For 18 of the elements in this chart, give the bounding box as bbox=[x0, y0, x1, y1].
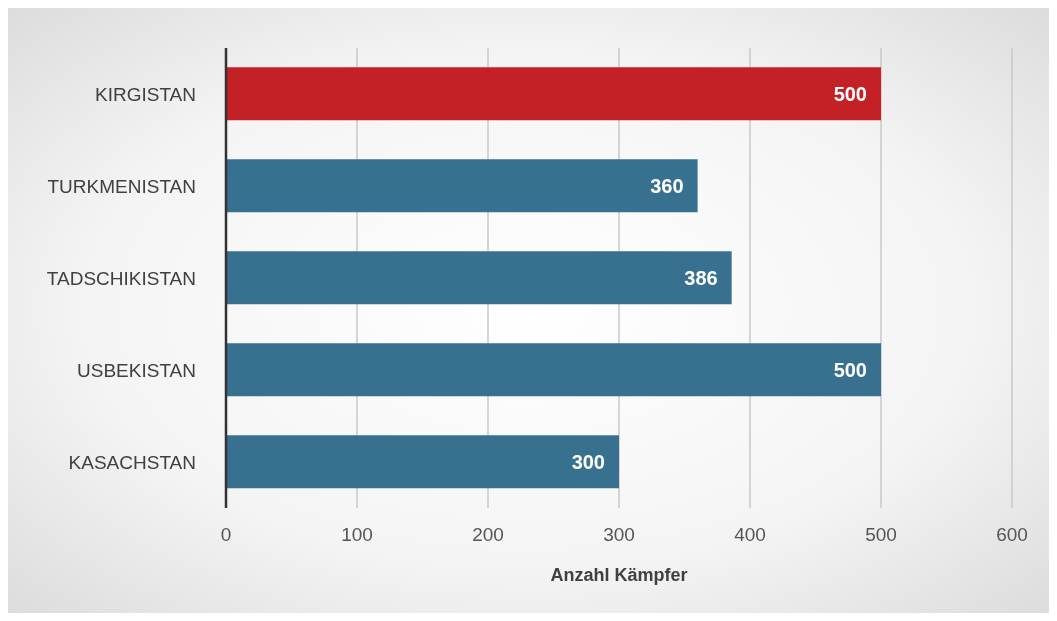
y-tick-label: KIRGISTAN bbox=[95, 83, 196, 105]
data-label: 500 bbox=[833, 82, 867, 105]
data-label: 300 bbox=[571, 450, 605, 473]
x-tick-label: 500 bbox=[865, 524, 897, 546]
x-tick-label: 200 bbox=[472, 524, 504, 546]
y-tick-label: USBEKISTAN bbox=[77, 359, 196, 381]
x-tick-label: 300 bbox=[603, 524, 635, 546]
x-tick-label: 600 bbox=[996, 524, 1028, 546]
data-label: 360 bbox=[650, 174, 684, 197]
x-tick-label: 100 bbox=[341, 524, 373, 546]
y-tick-label: KASACHSTAN bbox=[68, 451, 196, 473]
x-tick-label: 0 bbox=[220, 524, 232, 546]
x-tick-label: 400 bbox=[734, 524, 766, 546]
data-label: 500 bbox=[833, 358, 867, 381]
x-axis-title: Anzahl Kämpfer bbox=[550, 565, 688, 585]
data-label: 386 bbox=[684, 266, 718, 289]
y-tick-label: TURKMENISTAN bbox=[47, 175, 196, 197]
y-tick-label: TADSCHIKISTAN bbox=[46, 267, 196, 289]
